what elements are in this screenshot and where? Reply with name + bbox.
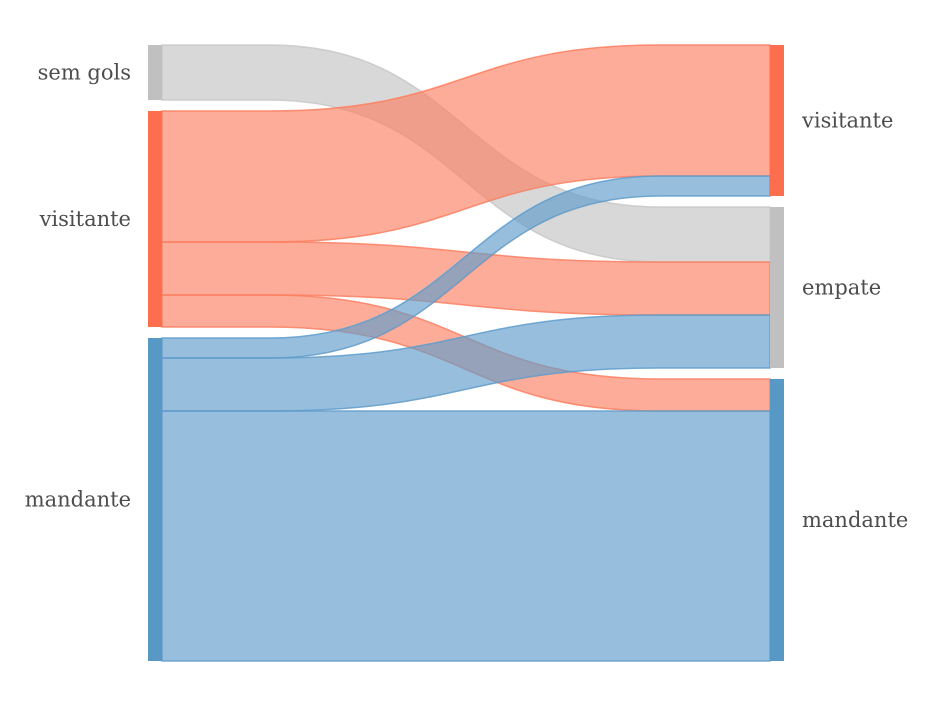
- right-node-label-empate: empate: [802, 276, 881, 300]
- right-node-empate[interactable]: [770, 207, 784, 368]
- left-node-sem-gols[interactable]: [148, 45, 162, 100]
- right-node-label-visitante: visitante: [801, 109, 893, 133]
- left-node-mandante[interactable]: [148, 338, 162, 661]
- left-node-label-sem-gols: sem gols: [38, 61, 131, 85]
- links-group: [161, 44, 771, 662]
- left-node-label-mandante: mandante: [25, 488, 131, 512]
- left-node-visitante[interactable]: [148, 111, 162, 327]
- right-node-label-mandante: mandante: [802, 508, 908, 532]
- right-node-visitante[interactable]: [770, 45, 784, 196]
- left-node-label-visitante: visitante: [39, 207, 131, 231]
- right-node-mandante[interactable]: [770, 379, 784, 661]
- labels-group: sem gols visitante mandante visitante empate…: [25, 61, 909, 533]
- link-mandante-to-mandante: [161, 410, 771, 662]
- nodes-group: [148, 45, 784, 661]
